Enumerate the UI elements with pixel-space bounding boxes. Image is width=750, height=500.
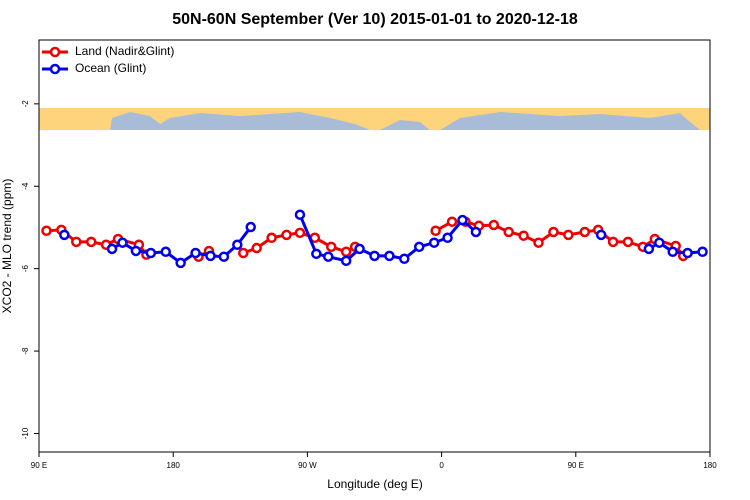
point — [340, 246, 352, 258]
point — [413, 241, 425, 253]
y-tick-label: -6 — [21, 265, 30, 273]
x-tick-label: 90 W — [298, 461, 317, 470]
y-tick-label: -10 — [21, 427, 30, 439]
point — [442, 232, 453, 244]
x-tick-label: 90 E — [568, 461, 584, 470]
point — [470, 226, 482, 238]
legend-label: Land (Nadir&Glint) — [75, 44, 174, 58]
point — [232, 239, 243, 251]
point — [384, 250, 395, 262]
point — [294, 209, 306, 220]
point — [654, 237, 665, 248]
point — [399, 253, 410, 265]
point — [117, 237, 128, 248]
point — [145, 247, 157, 259]
point — [218, 251, 230, 262]
point — [340, 255, 352, 267]
point — [579, 226, 590, 238]
y-axis-label: XCO2 - MLO trend (ppm) — [0, 179, 14, 314]
point — [59, 229, 70, 241]
point — [595, 229, 607, 241]
point — [160, 246, 171, 258]
point — [266, 232, 277, 244]
point — [446, 216, 458, 227]
point — [311, 248, 322, 260]
point — [643, 243, 655, 255]
point — [682, 247, 693, 259]
x-tick-label: 180 — [167, 461, 181, 470]
point — [323, 251, 334, 262]
point — [607, 236, 619, 248]
point — [71, 236, 82, 248]
y-tick-label: -4 — [21, 182, 30, 190]
point — [622, 236, 634, 248]
point — [175, 257, 186, 269]
point — [251, 242, 262, 254]
point — [294, 227, 306, 239]
legend-marker — [49, 63, 61, 75]
plot-frame — [38, 39, 711, 453]
point — [41, 225, 52, 237]
point — [548, 226, 559, 238]
x-tick-label: 90 E — [31, 461, 47, 470]
point — [533, 237, 544, 248]
point — [85, 236, 97, 248]
point — [369, 250, 380, 262]
chart-title: 50N-60N September (Ver 10) 2015-01-01 to… — [172, 11, 578, 28]
point — [457, 214, 468, 226]
point — [205, 250, 216, 262]
legend-label: Ocean (Glint) — [75, 61, 146, 75]
point — [190, 247, 201, 259]
y-tick-label: -2 — [21, 100, 30, 108]
point — [354, 243, 365, 255]
point — [428, 237, 440, 248]
point — [488, 219, 500, 231]
x-axis-label: Longitude (deg E) — [327, 477, 422, 491]
point — [503, 226, 514, 238]
point — [326, 241, 337, 253]
map-strip — [39, 108, 710, 130]
point — [430, 225, 441, 237]
y-tick-label: -8 — [21, 347, 30, 355]
point — [667, 246, 678, 258]
point — [238, 247, 249, 259]
legend-marker — [49, 46, 61, 58]
x-tick-label: 0 — [439, 461, 444, 470]
point — [281, 229, 292, 241]
point — [130, 245, 142, 257]
point — [563, 229, 574, 241]
point — [106, 243, 118, 255]
x-tick-label: 180 — [703, 461, 717, 470]
point — [697, 246, 708, 258]
point — [518, 230, 529, 241]
point — [245, 221, 256, 233]
